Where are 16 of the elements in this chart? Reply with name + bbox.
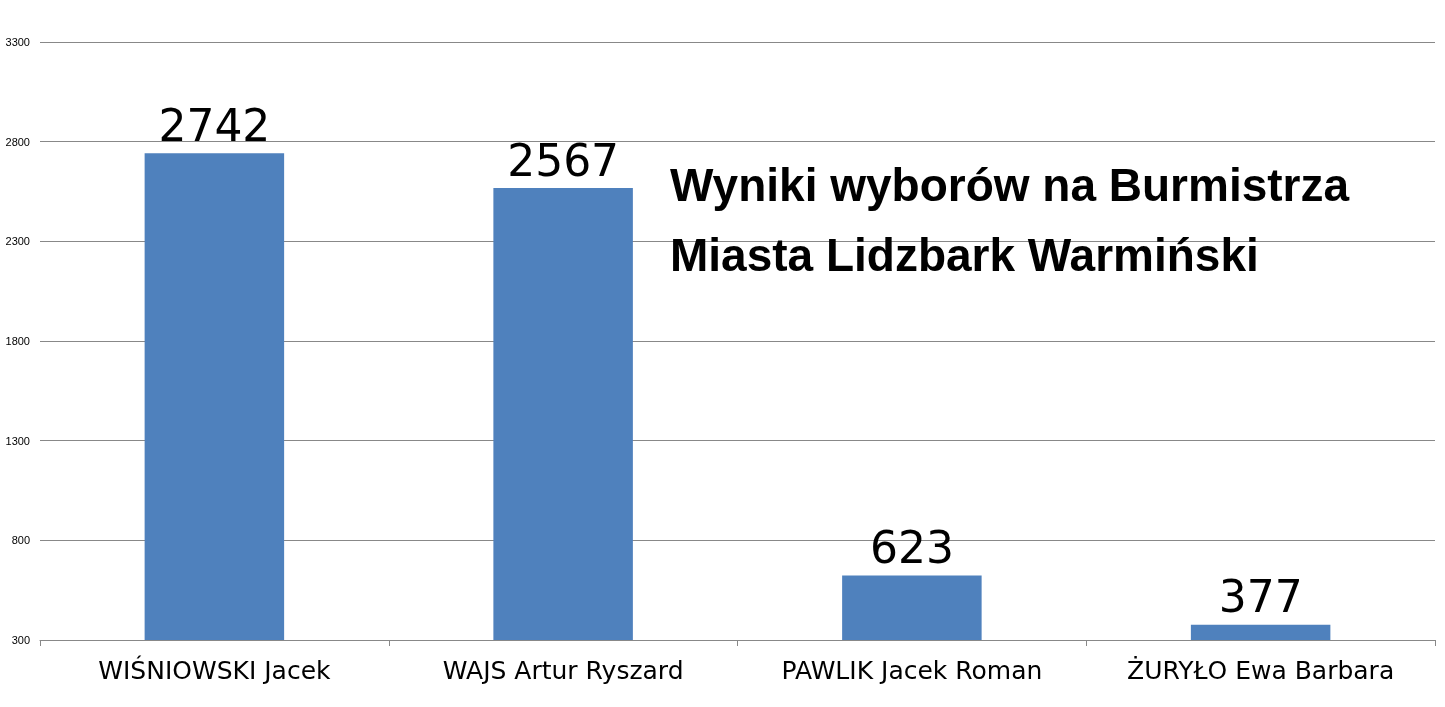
y-tick-label: 2800: [5, 135, 30, 148]
data-label: 2742: [158, 99, 271, 151]
x-tick-label: WIŚNIOWSKI Jacek: [98, 655, 332, 685]
x-tick-label: WAJS Artur Ryszard: [442, 656, 684, 685]
data-label: 2567: [507, 134, 620, 186]
x-tick-label: ŻURYŁO Ewa Barbara: [1127, 656, 1395, 685]
y-tick-label: 3300: [5, 36, 30, 48]
y-tick-label: 800: [11, 534, 30, 547]
data-label: 377: [1218, 571, 1303, 623]
data-label: 623: [869, 522, 954, 574]
y-tick-label: 1800: [5, 335, 30, 347]
text: Wyniki wyborów na Burmistrza Miasta Lidzbark Warmiński: [670, 159, 1362, 281]
x-tick-label: PAWLIK Jacek Roman: [781, 656, 1043, 685]
y-tick-label: 300: [11, 634, 30, 646]
y-tick-label: 1300: [5, 434, 30, 447]
y-tick-label: 2300: [5, 235, 30, 248]
